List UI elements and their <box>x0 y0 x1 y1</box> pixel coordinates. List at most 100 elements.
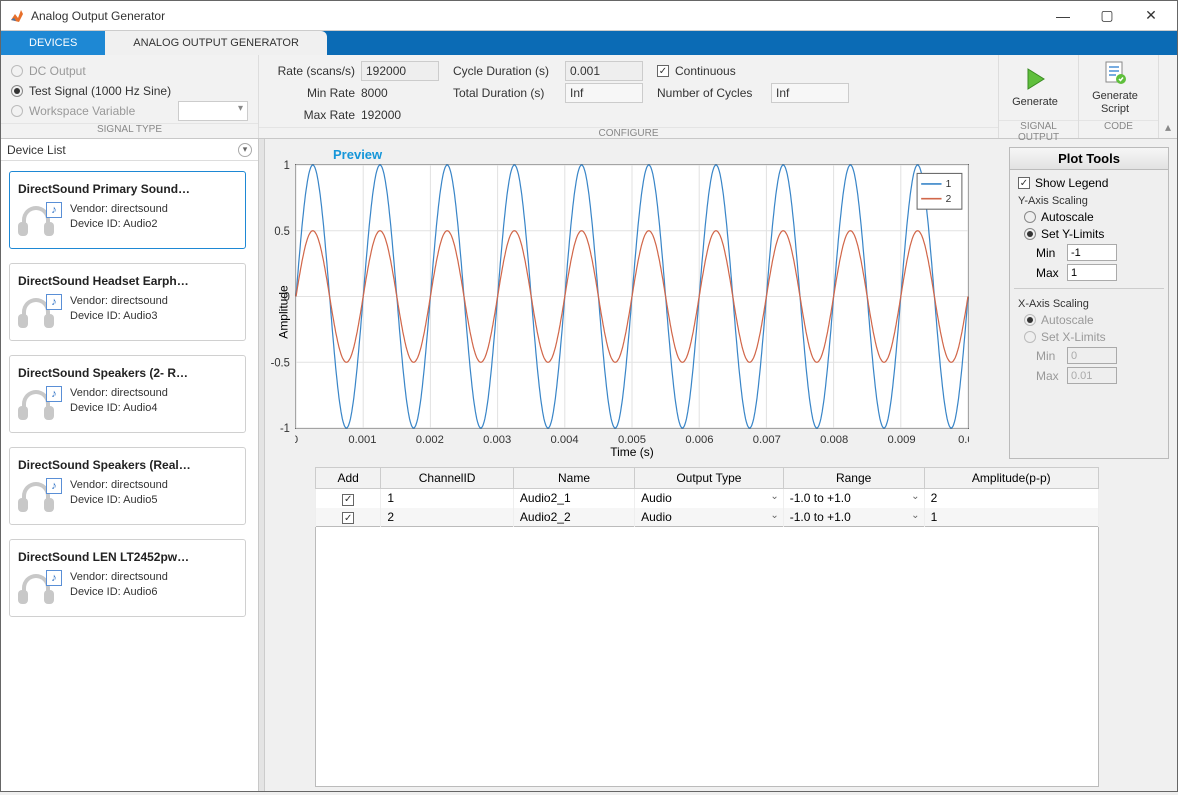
music-note-icon: ♪ <box>46 478 62 494</box>
tab-analog-output-generator[interactable]: ANALOG OUTPUT GENERATOR <box>105 31 327 55</box>
device-title: DirectSound Speakers (Real… <box>18 458 237 472</box>
cell-channel-id: 2 <box>381 508 514 527</box>
input-cycle-duration[interactable] <box>565 61 643 81</box>
plot-tools-title: Plot Tools <box>1010 148 1168 170</box>
matlab-logo-icon <box>9 8 25 24</box>
music-note-icon: ♪ <box>46 202 62 218</box>
generate-script-label: Generate Script <box>1092 90 1138 114</box>
device-title: DirectSound Primary Sound… <box>18 182 237 196</box>
radio-y-autoscale[interactable] <box>1024 211 1036 223</box>
headphones-icon: ♪ <box>18 386 62 422</box>
main-area: Device List ▾ DirectSound Primary Sound…… <box>1 139 1177 791</box>
cell-range[interactable]: -1.0 to +1.0 <box>783 489 924 508</box>
generate-button[interactable]: Generate <box>999 55 1071 120</box>
cell-channel-name[interactable]: Audio2_2 <box>513 508 634 527</box>
window-minimize-button[interactable]: — <box>1041 2 1085 30</box>
group-label-code: CODE <box>1079 120 1158 138</box>
label-rate: Rate (scans/s) <box>269 64 355 78</box>
input-total-duration[interactable] <box>565 83 643 103</box>
headphones-icon: ♪ <box>18 294 62 330</box>
toolstrip-collapse-button[interactable]: ▴ <box>1159 55 1177 138</box>
chart-xlabel: Time (s) <box>295 445 969 459</box>
channel-table[interactable]: AddChannelIDNameOutput TypeRangeAmplitud… <box>315 467 1099 527</box>
svg-text:1: 1 <box>946 179 952 190</box>
device-meta: Vendor: directsoundDevice ID: Audio6 <box>70 570 168 606</box>
device-card[interactable]: DirectSound Speakers (Real… ♪ Vendor: di… <box>9 447 246 525</box>
device-list-title: Device List <box>7 143 66 157</box>
input-ymax[interactable] <box>1067 264 1117 281</box>
group-label-signal-type: SIGNAL TYPE <box>1 123 258 138</box>
table-header[interactable]: Name <box>513 468 634 489</box>
cell-channel-id: 1 <box>381 489 514 508</box>
headphones-icon: ♪ <box>18 570 62 606</box>
label-continuous: Continuous <box>675 64 736 78</box>
radio-set-ylimits[interactable] <box>1024 228 1036 240</box>
device-meta: Vendor: directsoundDevice ID: Audio4 <box>70 386 168 422</box>
device-card[interactable]: DirectSound Headset Earph… ♪ Vendor: dir… <box>9 263 246 341</box>
svg-text:1: 1 <box>284 160 290 172</box>
value-max-rate: 192000 <box>361 108 439 122</box>
input-rate[interactable] <box>361 61 439 81</box>
table-header[interactable]: Range <box>783 468 924 489</box>
tab-devices[interactable]: DEVICES <box>1 31 105 55</box>
device-card[interactable]: DirectSound Primary Sound… ♪ Vendor: dir… <box>9 171 246 249</box>
play-icon <box>1022 66 1048 92</box>
center-panel: Preview Amplitude 12-1-0.500.51 00.0010.… <box>265 139 1177 791</box>
device-card[interactable]: DirectSound Speakers (2- R… ♪ Vendor: di… <box>9 355 246 433</box>
window-close-button[interactable]: ✕ <box>1129 2 1173 30</box>
device-list-options-icon[interactable]: ▾ <box>238 143 252 157</box>
radio-dc-output[interactable] <box>11 65 23 77</box>
svg-text:-0.5: -0.5 <box>271 357 290 369</box>
music-note-icon: ♪ <box>46 570 62 586</box>
device-card[interactable]: DirectSound LEN LT2452pw… ♪ Vendor: dire… <box>9 539 246 617</box>
label-max-rate: Max Rate <box>269 108 355 122</box>
input-ymin[interactable] <box>1067 244 1117 261</box>
workspace-var-dropdown[interactable] <box>178 101 248 121</box>
cell-channel-name[interactable]: Audio2_1 <box>513 489 634 508</box>
table-header[interactable]: Amplitude(p-p) <box>924 468 1098 489</box>
cell-range[interactable]: -1.0 to +1.0 <box>783 508 924 527</box>
checkbox-add-channel[interactable] <box>342 494 354 506</box>
radio-set-xlimits <box>1024 331 1036 343</box>
label-xmin: Min <box>1036 349 1062 363</box>
table-row[interactable]: 1 Audio2_1 Audio -1.0 to +1.0 2 <box>316 489 1099 508</box>
label-set-ylimits: Set Y-Limits <box>1041 227 1104 241</box>
input-num-cycles[interactable] <box>771 83 849 103</box>
music-note-icon: ♪ <box>46 386 62 402</box>
label-dc-output: DC Output <box>29 64 86 78</box>
cell-output-type[interactable]: Audio <box>635 489 784 508</box>
checkbox-add-channel[interactable] <box>342 512 354 524</box>
device-meta: Vendor: directsoundDevice ID: Audio3 <box>70 294 168 330</box>
label-min-rate: Min Rate <box>269 86 355 100</box>
generate-script-button[interactable]: Generate Script <box>1079 55 1151 120</box>
preview-chart[interactable]: 12-1-0.500.51 <box>295 164 969 429</box>
radio-test-signal[interactable] <box>11 85 23 97</box>
table-row[interactable]: 2 Audio2_2 Audio -1.0 to +1.0 1 <box>316 508 1099 527</box>
script-icon <box>1102 60 1128 86</box>
label-y-scaling: Y-Axis Scaling <box>1018 195 1160 207</box>
window-title: Analog Output Generator <box>31 9 1041 23</box>
checkbox-show-legend[interactable] <box>1018 177 1030 189</box>
label-show-legend: Show Legend <box>1035 176 1108 190</box>
label-cycle-duration: Cycle Duration (s) <box>453 64 559 78</box>
toolstrip: DC Output Test Signal (1000 Hz Sine) Wor… <box>1 55 1177 139</box>
window-maximize-button[interactable]: ▢ <box>1085 2 1129 30</box>
table-header[interactable]: Output Type <box>635 468 784 489</box>
cell-amplitude[interactable]: 1 <box>924 508 1098 527</box>
cell-output-type[interactable]: Audio <box>635 508 784 527</box>
device-list-scroll[interactable]: DirectSound Primary Sound… ♪ Vendor: dir… <box>1 161 258 791</box>
toolstrip-tabs: DEVICES ANALOG OUTPUT GENERATOR <box>1 31 1177 55</box>
table-header[interactable]: Add <box>316 468 381 489</box>
radio-workspace-var[interactable] <box>11 105 23 117</box>
checkbox-continuous[interactable] <box>657 65 669 77</box>
preview-title: Preview <box>333 147 1001 162</box>
generate-label: Generate <box>1012 96 1058 108</box>
table-header[interactable]: ChannelID <box>381 468 514 489</box>
device-meta: Vendor: directsoundDevice ID: Audio2 <box>70 202 168 238</box>
cell-amplitude[interactable]: 2 <box>924 489 1098 508</box>
label-num-cycles: Number of Cycles <box>657 86 765 100</box>
device-meta: Vendor: directsoundDevice ID: Audio5 <box>70 478 168 514</box>
label-x-autoscale: Autoscale <box>1041 313 1094 327</box>
plot-tools-panel: Plot Tools Show Legend Y-Axis Scaling Au… <box>1009 147 1169 459</box>
window-titlebar: Analog Output Generator — ▢ ✕ <box>1 1 1177 31</box>
